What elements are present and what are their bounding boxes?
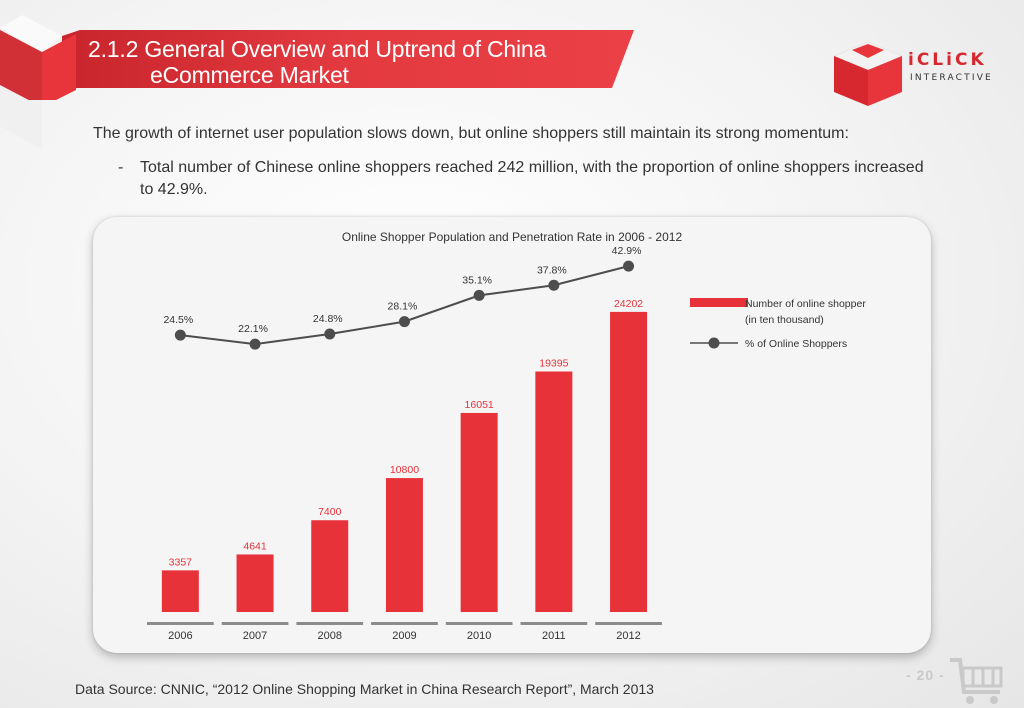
logo-subtext: INTERACTIVE — [910, 73, 993, 83]
chart: Online Shopper Population and Penetratio… — [147, 230, 866, 642]
line-point-2009 — [398, 316, 410, 328]
legend-line-label: % of Online Shoppers — [745, 338, 847, 350]
bar-2008 — [311, 520, 349, 612]
intro-text: The growth of internet user population s… — [93, 125, 849, 142]
x-tick-2006: 2006 — [168, 630, 192, 642]
bar-label-2011: 19395 — [539, 358, 568, 370]
line-label-2008: 24.8% — [313, 313, 343, 325]
x-tick-2009: 2009 — [392, 630, 416, 642]
chart-title: Online Shopper Population and Penetratio… — [342, 230, 683, 244]
line-point-2006 — [174, 329, 186, 341]
bar-2006 — [161, 570, 199, 612]
line-label-2011: 37.8% — [537, 264, 567, 276]
iclick-logo-icon — [833, 41, 903, 106]
bar-2007 — [236, 554, 274, 612]
x-tick-2010: 2010 — [467, 630, 491, 642]
bar-label-2007: 4641 — [243, 540, 267, 552]
axis-segment-2011 — [520, 622, 588, 625]
axis-segment-2006 — [147, 622, 214, 625]
line-point-2012 — [623, 260, 635, 272]
axis-segment-2009 — [371, 622, 438, 625]
chart-panel: Online Shopper Population and Penetratio… — [93, 217, 931, 653]
bar-2010 — [460, 412, 498, 612]
legend-bar-swatch — [690, 298, 748, 307]
x-tick-2012: 2012 — [616, 630, 640, 642]
bar-2011 — [535, 371, 573, 612]
legend-bar-label-line1: Number of online shopper — [745, 298, 866, 310]
line-label-2012: 42.9% — [612, 245, 642, 257]
legend-line-marker — [708, 337, 720, 349]
line-point-2010 — [473, 289, 485, 301]
data-source: Data Source: CNNIC, “2012 Online Shoppin… — [75, 681, 654, 697]
line-point-2011 — [548, 279, 560, 291]
axis-segment-2010 — [445, 622, 513, 625]
header-banner — [0, 30, 634, 100]
page-number: - 20 - — [906, 667, 945, 683]
line-label-2010: 35.1% — [462, 274, 492, 286]
bar-label-2012: 24202 — [614, 298, 643, 310]
axis-segment-2008 — [296, 622, 364, 625]
x-tick-2007: 2007 — [243, 630, 267, 642]
x-tick-2008: 2008 — [318, 630, 342, 642]
line-label-2006: 24.5% — [163, 314, 193, 326]
bullet-dash: - — [118, 159, 124, 176]
bar-label-2006: 3357 — [169, 556, 193, 568]
axis-segment-2012 — [595, 622, 662, 625]
x-tick-2011: 2011 — [542, 630, 566, 642]
logo-text: iCLiCK — [908, 50, 987, 70]
bar-label-2009: 10800 — [390, 464, 419, 476]
axis-segment-2007 — [221, 622, 289, 625]
bullet-text: Total number of Chinese online shoppers … — [140, 159, 924, 198]
bar-2012 — [610, 311, 648, 612]
line-label-2009: 28.1% — [388, 301, 418, 313]
line-point-2007 — [249, 338, 261, 350]
bar-label-2010: 16051 — [465, 399, 494, 411]
line-point-2008 — [324, 328, 336, 340]
bar-2009 — [385, 478, 423, 612]
page-title-line-2: eCommerce Market — [150, 62, 349, 88]
line-label-2007: 22.1% — [238, 323, 268, 335]
legend-bar-label-line2: (in ten thousand) — [745, 314, 824, 326]
bullet-point: - Total number of Chinese online shopper… — [118, 157, 938, 201]
page-title-line-1: 2.1.2 General Overview and Uptrend of Ch… — [88, 36, 547, 62]
shopping-cart-icon — [950, 658, 1003, 704]
bar-label-2008: 7400 — [318, 506, 342, 518]
